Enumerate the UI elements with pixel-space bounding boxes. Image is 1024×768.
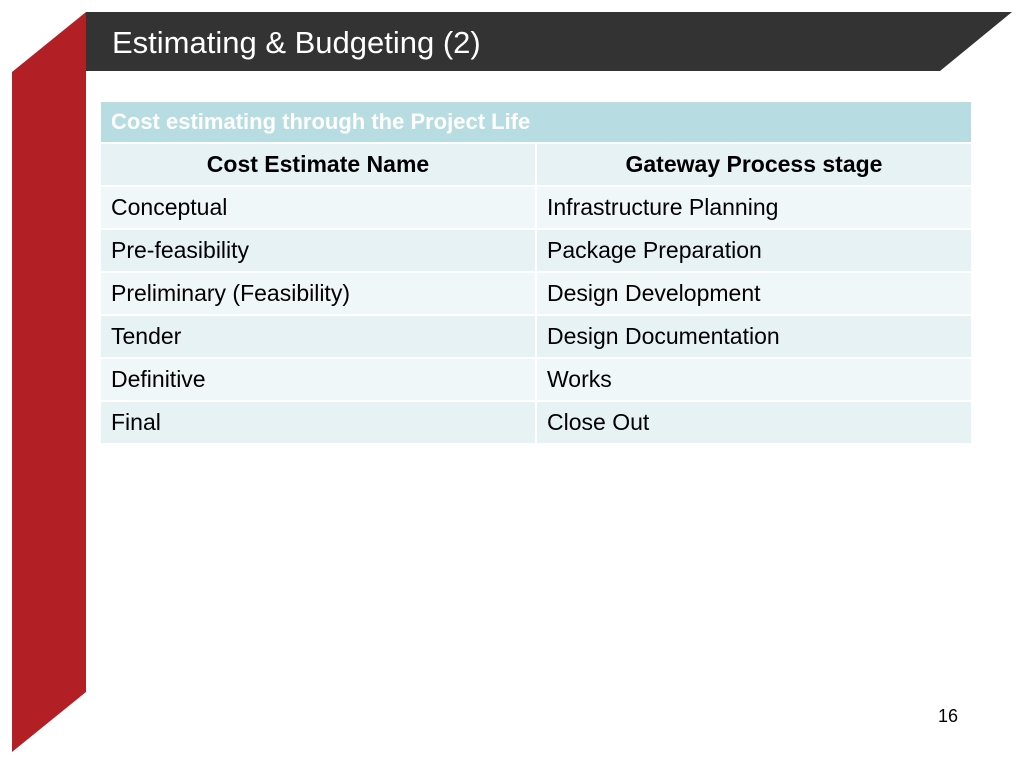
red-side-bar: [12, 12, 86, 752]
table-row: Preliminary (Feasibility) Design Develop…: [101, 272, 971, 316]
cost-estimate-name-cell: Tender: [101, 315, 536, 359]
gateway-stage-cell: Design Development: [535, 272, 971, 316]
cost-estimate-name-cell: Final: [101, 401, 536, 445]
table-row: Tender Design Documentation: [101, 315, 971, 359]
cost-estimate-table: Cost estimating through the Project Life…: [101, 102, 971, 445]
gateway-stage-cell: Close Out: [535, 401, 971, 445]
table-caption: Cost estimating through the Project Life: [101, 102, 971, 144]
gateway-stage-cell: Infrastructure Planning: [535, 186, 971, 230]
gateway-stage-cell: Works: [535, 358, 971, 402]
column-header-gateway-process-stage: Gateway Process stage: [535, 143, 971, 187]
gateway-stage-cell: Design Documentation: [535, 315, 971, 359]
table-row: Conceptual Infrastructure Planning: [101, 186, 971, 230]
gateway-stage-cell: Package Preparation: [535, 229, 971, 273]
table-caption-row: Cost estimating through the Project Life: [101, 102, 971, 144]
page-number: 16: [938, 706, 959, 726]
slide-title: Estimating & Budgeting (2): [112, 25, 481, 60]
cost-estimate-name-cell: Pre-feasibility: [101, 229, 536, 273]
table-row: Pre-feasibility Package Preparation: [101, 229, 971, 273]
column-header-cost-estimate-name: Cost Estimate Name: [101, 143, 536, 187]
cost-estimate-name-cell: Definitive: [101, 358, 536, 402]
cost-estimate-name-cell: Preliminary (Feasibility): [101, 272, 536, 316]
table-header-row: Cost Estimate Name Gateway Process stage: [101, 143, 971, 187]
table-row: Final Close Out: [101, 401, 971, 445]
cost-estimate-name-cell: Conceptual: [101, 186, 536, 230]
title-bar: [86, 12, 1012, 71]
table-row: Definitive Works: [101, 358, 971, 402]
